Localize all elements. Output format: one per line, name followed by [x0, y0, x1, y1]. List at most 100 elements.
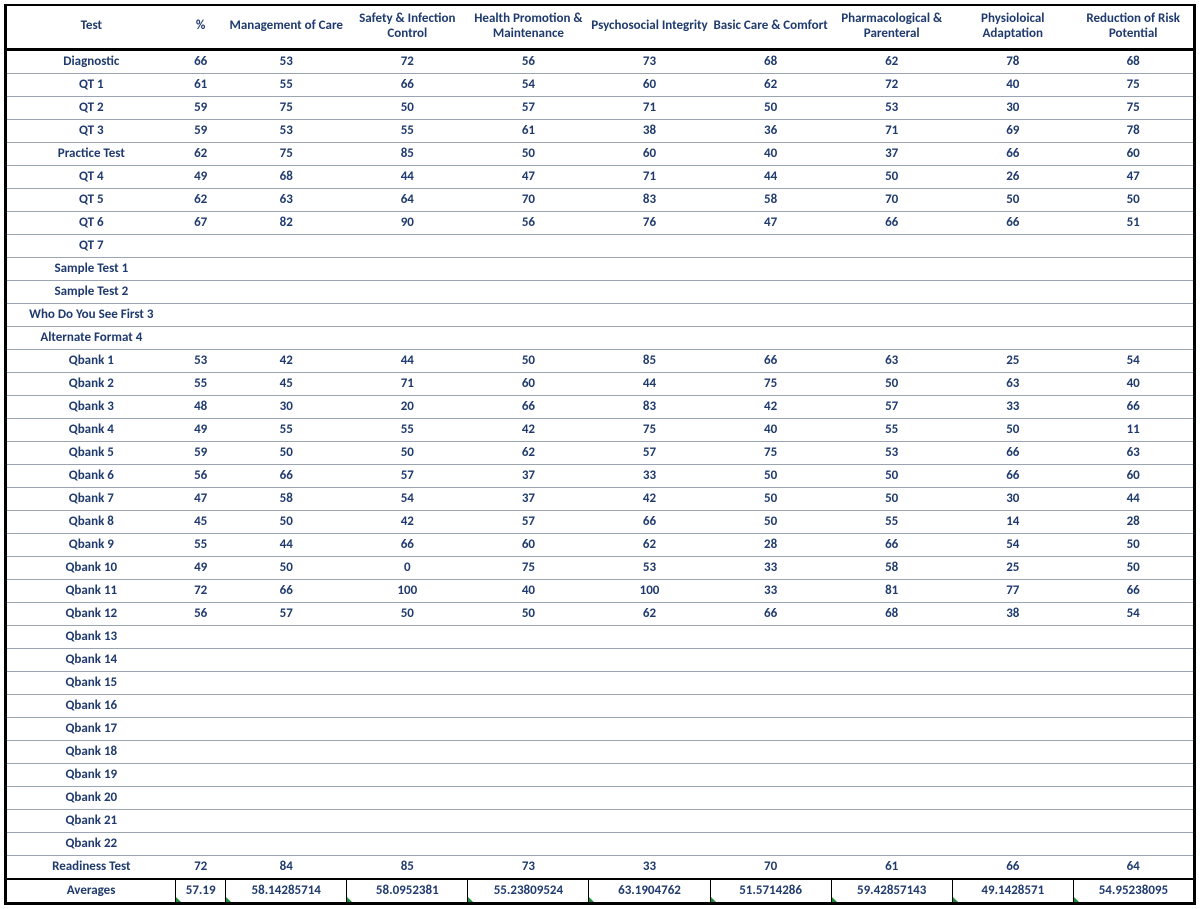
cell	[176, 740, 226, 763]
cell: 42	[468, 418, 589, 441]
cell	[710, 303, 831, 326]
cell	[831, 648, 952, 671]
cell: 56	[468, 211, 589, 234]
cell	[468, 303, 589, 326]
cell: 54	[1073, 602, 1194, 625]
cell	[952, 303, 1073, 326]
table-header: Test%Management of CareSafety & Infectio…	[6, 5, 1195, 49]
cell: 66	[226, 579, 347, 602]
scores-table: Test%Management of CareSafety & Infectio…	[4, 4, 1196, 905]
cell: 54	[1073, 349, 1194, 372]
cell: 55	[226, 73, 347, 96]
cell	[710, 326, 831, 349]
cell	[347, 694, 468, 717]
cell: 57	[589, 441, 710, 464]
cell: 50	[710, 464, 831, 487]
table-row: Diagnostic665372567368627868	[6, 49, 1195, 73]
cell	[589, 671, 710, 694]
cell: 50	[226, 441, 347, 464]
cell	[710, 763, 831, 786]
cell	[347, 671, 468, 694]
cell	[176, 694, 226, 717]
table-row: Alternate Format 4	[6, 326, 1195, 349]
cell: 57	[831, 395, 952, 418]
cell: 71	[589, 96, 710, 119]
table-row: QT 1615566546062724075	[6, 73, 1195, 96]
table-row: Who Do You See First 3	[6, 303, 1195, 326]
table-row: Qbank 1172661004010033817766	[6, 579, 1195, 602]
cell: 44	[347, 165, 468, 188]
cell: 100	[589, 579, 710, 602]
cell: 83	[589, 395, 710, 418]
col-header: Psychosocial Integrity	[589, 5, 710, 49]
cell: 53	[831, 441, 952, 464]
cell: 54	[468, 73, 589, 96]
cell: 68	[831, 602, 952, 625]
cell	[1073, 648, 1194, 671]
cell: 50	[1073, 556, 1194, 579]
cell	[347, 717, 468, 740]
row-label: Qbank 1	[6, 349, 176, 372]
cell	[589, 740, 710, 763]
cell: 72	[831, 73, 952, 96]
table-row: QT 5626364708358705050	[6, 188, 1195, 211]
cell	[468, 763, 589, 786]
cell	[176, 763, 226, 786]
table-row: Sample Test 2	[6, 280, 1195, 303]
col-header: Management of Care	[226, 5, 347, 49]
col-header: Test	[6, 5, 176, 49]
cell: 47	[176, 487, 226, 510]
cell: 62	[831, 49, 952, 73]
row-label: Qbank 20	[6, 786, 176, 809]
table-row: Qbank 6566657373350506660	[6, 464, 1195, 487]
cell: 66	[1073, 395, 1194, 418]
averages-cell: 59.42857143	[831, 879, 952, 904]
cell	[589, 625, 710, 648]
cell: 40	[710, 418, 831, 441]
row-label: Alternate Format 4	[6, 326, 176, 349]
cell: 60	[1073, 142, 1194, 165]
cell: 68	[710, 49, 831, 73]
table-row: Qbank 12565750506266683854	[6, 602, 1195, 625]
cell: 0	[347, 556, 468, 579]
row-label: QT 4	[6, 165, 176, 188]
cell: 49	[176, 418, 226, 441]
cell	[831, 257, 952, 280]
cell: 60	[468, 533, 589, 556]
cell	[589, 763, 710, 786]
cell: 50	[1073, 533, 1194, 556]
cell: 50	[468, 602, 589, 625]
cell: 73	[589, 49, 710, 73]
cell: 72	[176, 579, 226, 602]
cell: 66	[952, 855, 1073, 879]
cell	[347, 832, 468, 855]
cell	[952, 648, 1073, 671]
table-row: Qbank 16	[6, 694, 1195, 717]
cell: 56	[176, 464, 226, 487]
col-header: %	[176, 5, 226, 49]
cell: 66	[468, 395, 589, 418]
cell: 57	[468, 96, 589, 119]
cell: 37	[468, 464, 589, 487]
cell: 44	[226, 533, 347, 556]
cell	[589, 648, 710, 671]
cell	[952, 625, 1073, 648]
cell: 20	[347, 395, 468, 418]
cell	[468, 648, 589, 671]
cell	[710, 809, 831, 832]
table-row: Qbank 20	[6, 786, 1195, 809]
cell	[952, 717, 1073, 740]
cell	[347, 809, 468, 832]
cell	[589, 832, 710, 855]
table-row: Sample Test 1	[6, 257, 1195, 280]
cell	[710, 257, 831, 280]
cell: 25	[952, 349, 1073, 372]
cell	[176, 234, 226, 257]
cell: 66	[952, 211, 1073, 234]
cell	[710, 234, 831, 257]
cell: 42	[226, 349, 347, 372]
cell	[347, 326, 468, 349]
cell	[1073, 326, 1194, 349]
cell: 72	[176, 855, 226, 879]
cell: 64	[347, 188, 468, 211]
